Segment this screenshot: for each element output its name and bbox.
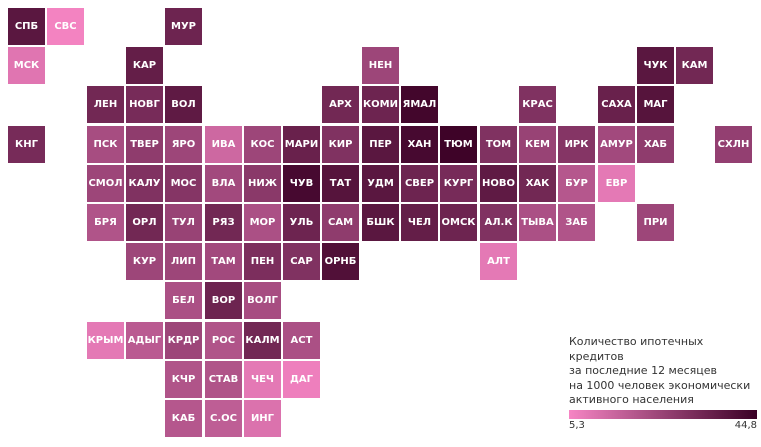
region-tile[interactable]: КОМИ [362, 86, 399, 123]
region-tile[interactable]: КЕМ [519, 126, 556, 163]
region-tile[interactable]: АДЫГ [126, 322, 163, 359]
region-tile[interactable]: НОВГ [126, 86, 163, 123]
region-tile[interactable]: СВЕР [401, 165, 438, 202]
region-tile[interactable]: СХЛН [715, 126, 752, 163]
region-tile[interactable]: МУР [165, 8, 202, 45]
region-tile[interactable]: КРДР [165, 322, 202, 359]
region-tile[interactable]: НЕН [362, 47, 399, 84]
region-tile[interactable]: ПЕН [244, 243, 281, 280]
region-tile[interactable]: САХА [598, 86, 635, 123]
legend-max-label: 44,8 [734, 419, 757, 431]
region-tile[interactable]: ПЕР [362, 126, 399, 163]
region-tile[interactable]: СМОЛ [87, 165, 124, 202]
legend-min-label: 5,3 [569, 419, 585, 431]
region-tile[interactable]: ЯМАЛ [401, 86, 438, 123]
region-tile[interactable]: КРЫМ [87, 322, 124, 359]
region-tile[interactable]: КАЛМ [244, 322, 281, 359]
region-tile[interactable]: ХАБ [637, 126, 674, 163]
region-tile[interactable]: ТОМ [480, 126, 517, 163]
region-tile[interactable]: КАЛУ [126, 165, 163, 202]
legend-title: Количество ипотечных кредитов за последн… [569, 335, 751, 406]
region-tile[interactable]: УДМ [362, 165, 399, 202]
region-tile[interactable]: АСТ [283, 322, 320, 359]
region-tile[interactable]: КАР [126, 47, 163, 84]
region-tile[interactable]: БШК [362, 204, 399, 241]
region-tile[interactable]: ДАГ [283, 361, 320, 398]
region-tile[interactable]: КИР [322, 126, 359, 163]
region-tile[interactable]: ТУЛ [165, 204, 202, 241]
region-tile[interactable]: КАБ [165, 400, 202, 437]
region-tile[interactable]: ЕВР [598, 165, 635, 202]
region-tile[interactable]: АЛТ [480, 243, 517, 280]
region-tile[interactable]: ТВЕР [126, 126, 163, 163]
region-tile[interactable]: ЧЕЛ [401, 204, 438, 241]
region-tile[interactable]: МСК [8, 47, 45, 84]
region-tile[interactable]: МОС [165, 165, 202, 202]
region-tile[interactable]: ВОЛГ [244, 282, 281, 319]
region-tile[interactable]: ТЫВА [519, 204, 556, 241]
region-tile[interactable]: ХАК [519, 165, 556, 202]
region-tile[interactable]: КАМ [676, 47, 713, 84]
legend-scale: 5,3 44,8 [569, 419, 759, 433]
region-tile[interactable]: ПРИ [637, 204, 674, 241]
region-tile[interactable]: МАГ [637, 86, 674, 123]
region-tile[interactable]: ЗАБ [558, 204, 595, 241]
region-tile[interactable]: СТАВ [205, 361, 242, 398]
region-tile[interactable]: ПСК [87, 126, 124, 163]
region-tile[interactable]: КЧР [165, 361, 202, 398]
region-tile[interactable]: ТАТ [322, 165, 359, 202]
region-tile[interactable]: ОМСК [440, 204, 477, 241]
region-tile[interactable]: БРЯ [87, 204, 124, 241]
region-tile[interactable]: ТАМ [205, 243, 242, 280]
region-tile[interactable]: ВЛА [205, 165, 242, 202]
region-tile[interactable]: ОРЛ [126, 204, 163, 241]
region-tile[interactable]: ИРК [558, 126, 595, 163]
region-tile[interactable]: ВОР [205, 282, 242, 319]
region-tile[interactable]: БЕЛ [165, 282, 202, 319]
region-tile[interactable]: ЧЕЧ [244, 361, 281, 398]
region-tile[interactable]: АЛ.К [480, 204, 517, 241]
region-tile[interactable]: РОС [205, 322, 242, 359]
region-tile[interactable]: ВОЛ [165, 86, 202, 123]
region-tile[interactable]: КРАС [519, 86, 556, 123]
region-tile[interactable]: НИЖ [244, 165, 281, 202]
region-tile[interactable]: ЛЕН [87, 86, 124, 123]
region-tile[interactable]: САМ [322, 204, 359, 241]
region-tile[interactable]: БУР [558, 165, 595, 202]
region-tile[interactable]: МОР [244, 204, 281, 241]
region-tile[interactable]: СВС [47, 8, 84, 45]
region-tile[interactable]: МАРИ [283, 126, 320, 163]
region-tile[interactable]: ЧУК [637, 47, 674, 84]
legend-color-bar [569, 409, 757, 419]
region-tile[interactable]: АРХ [322, 86, 359, 123]
region-tile[interactable]: САР [283, 243, 320, 280]
region-tile[interactable]: ИВА [205, 126, 242, 163]
region-tile[interactable]: КОС [244, 126, 281, 163]
region-tile[interactable]: КНГ [8, 126, 45, 163]
region-tile[interactable]: ИНГ [244, 400, 281, 437]
region-tile[interactable]: ЧУВ [283, 165, 320, 202]
region-tile[interactable]: ОРНБ [322, 243, 359, 280]
region-tile[interactable]: ЛИП [165, 243, 202, 280]
region-tile[interactable]: СПБ [8, 8, 45, 45]
region-tile[interactable]: ТЮМ [440, 126, 477, 163]
region-tile[interactable]: РЯЗ [205, 204, 242, 241]
region-tile[interactable]: НОВО [480, 165, 517, 202]
region-tile[interactable]: КУР [126, 243, 163, 280]
legend: Количество ипотечных кредитов за последн… [569, 335, 759, 433]
region-tile[interactable]: ЯРО [165, 126, 202, 163]
region-tile[interactable]: КУРГ [440, 165, 477, 202]
region-tile[interactable]: ХАН [401, 126, 438, 163]
region-tile[interactable]: С.ОС [205, 400, 242, 437]
region-tile[interactable]: УЛЬ [283, 204, 320, 241]
region-tile[interactable]: АМУР [598, 126, 635, 163]
